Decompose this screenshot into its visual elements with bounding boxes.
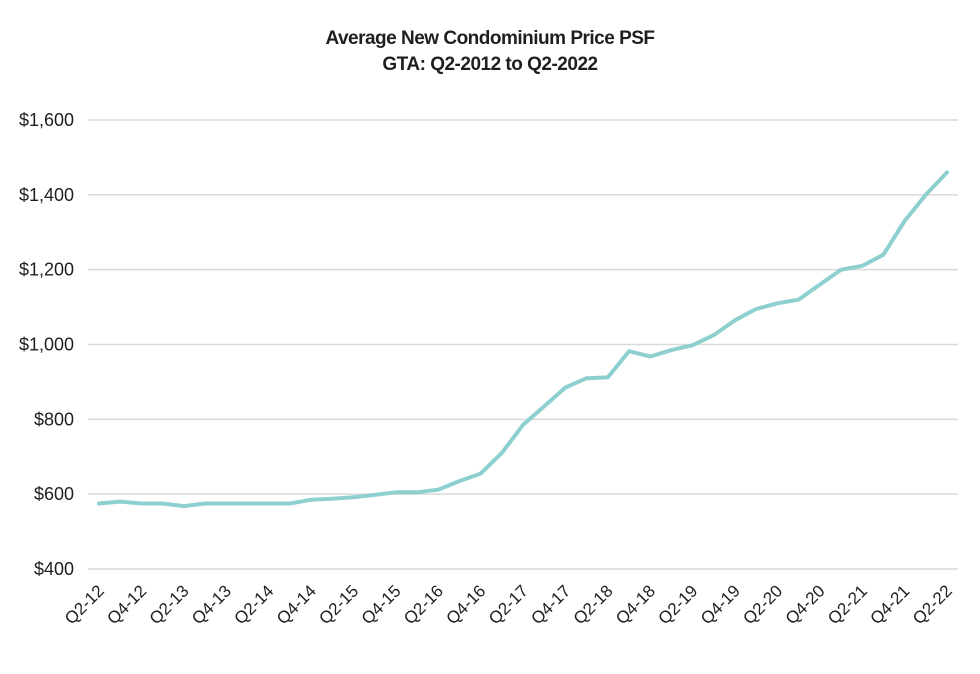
price-line [97,170,949,509]
x-tick-label: Q2-17 [485,581,532,628]
y-tick-label: $600 [34,484,74,504]
data-point [521,423,525,427]
data-point [330,497,334,501]
x-tick-label: Q2-15 [315,581,362,628]
data-point [203,502,207,506]
data-point [245,502,249,506]
data-point [669,348,673,352]
x-tick-label: Q4-21 [867,581,914,628]
x-tick-label: Q2-14 [231,581,278,628]
data-point [309,498,313,502]
data-point [881,253,885,257]
data-point [118,500,122,504]
data-point [373,493,377,497]
data-point [436,488,440,492]
x-tick-label: Q4-16 [443,581,490,628]
data-point [415,490,419,494]
data-point [224,502,228,506]
x-tick-label: Q4-19 [697,581,744,628]
data-point [479,472,483,476]
y-tick-label: $400 [34,559,74,579]
x-tick-label: Q2-20 [739,581,786,628]
y-tick-label: $1,600 [19,110,74,130]
data-point [691,343,695,347]
data-point [733,318,737,322]
x-tick-label: Q2-13 [146,581,193,628]
x-tick-label: Q4-20 [782,581,829,628]
y-tick-label: $1,200 [19,260,74,280]
data-point [775,301,779,305]
data-point [288,502,292,506]
data-point [797,298,801,302]
x-tick-label: Q2-16 [400,581,447,628]
data-point [267,502,271,506]
x-tick-label: Q2-19 [655,581,702,628]
y-tick-label: $1,000 [19,335,74,355]
x-tick-label: Q2-12 [61,581,108,628]
data-point [161,502,165,506]
data-point [351,495,355,499]
y-tick-label: $800 [34,409,74,429]
data-point [585,376,589,380]
data-point [860,264,864,268]
x-tick-label: Q4-13 [188,581,235,628]
data-point [606,375,610,379]
data-point [97,502,101,506]
data-point [394,490,398,494]
x-tick-label: Q4-18 [612,581,659,628]
data-point [139,502,143,506]
x-tick-label: Q4-17 [527,581,574,628]
data-point [457,479,461,483]
chart-title: Average New Condominium Price PSF [325,28,655,49]
data-point [839,268,843,272]
x-tick-label: Q4-14 [273,581,320,628]
data-point [712,333,716,337]
data-point [818,283,822,287]
x-tick-label: Q4-12 [103,581,150,628]
data-point [924,193,928,197]
data-point [754,307,758,311]
x-tick-label: Q4-15 [358,581,405,628]
x-tick-label: Q2-21 [824,581,871,628]
data-point [945,170,949,174]
y-tick-label: $1,400 [19,185,74,205]
data-point [542,404,546,408]
x-tick-label: Q2-18 [570,581,617,628]
data-point [500,451,504,455]
data-point [648,354,652,358]
data-point [182,504,186,508]
data-point [563,386,567,390]
data-point [903,219,907,223]
chart-subtitle: GTA: Q2-2012 to Q2-2022 [382,54,598,75]
x-tick-label: Q2-22 [909,581,956,628]
data-point [627,349,631,353]
